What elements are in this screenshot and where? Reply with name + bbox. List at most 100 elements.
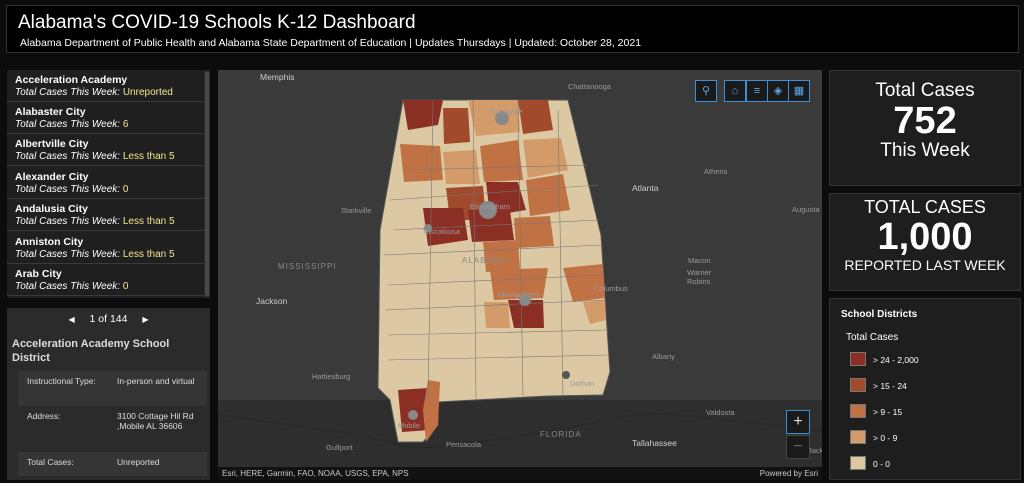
list-item[interactable]: Anniston City Total Cases This Week: Les… bbox=[7, 232, 204, 264]
map-canvas[interactable] bbox=[218, 70, 822, 480]
cases-value: Less than 5 bbox=[122, 249, 175, 260]
district-jackson[interactable] bbox=[518, 100, 553, 134]
cases-label: Total Cases This Week: bbox=[15, 216, 121, 227]
legend-swatch bbox=[850, 430, 866, 444]
map-label-tallahassee: Tallahassee bbox=[632, 438, 677, 448]
layers-icon[interactable]: ◈ bbox=[767, 80, 789, 102]
legend-label: > 24 - 2,000 bbox=[873, 355, 919, 365]
table-row: Address: 3100 Cottage Hil Rd ,Mobile AL … bbox=[18, 406, 207, 452]
search-icon[interactable]: ⚲ bbox=[695, 80, 717, 102]
legend-swatch bbox=[850, 352, 866, 366]
map-label-jack: Jack bbox=[808, 446, 822, 455]
legend-subtitle: Total Cases bbox=[846, 332, 899, 343]
district-cases: Total Cases This Week: Unreported bbox=[15, 87, 204, 98]
dashboard-subtitle: Alabama Department of Public Health and … bbox=[20, 37, 642, 49]
list-item[interactable]: Alabaster City Total Cases This Week: 6 bbox=[7, 102, 204, 134]
list-item[interactable]: Andalusia City Total Cases This Week: Le… bbox=[7, 199, 204, 231]
map-view[interactable]: Memphis Chattanooga Huntsville Atlanta A… bbox=[218, 70, 822, 480]
cases-label: Total Cases This Week: bbox=[15, 87, 121, 98]
list-scrollbar[interactable] bbox=[204, 70, 210, 298]
map-label-memphis: Memphis bbox=[260, 72, 295, 82]
district-tuscaloosa[interactable] bbox=[423, 208, 468, 246]
district-madison[interactable] bbox=[468, 100, 520, 136]
birmingham-urban bbox=[479, 201, 497, 219]
district-dekalb[interactable] bbox=[523, 138, 568, 178]
cases-label: Total Cases This Week: bbox=[15, 281, 121, 292]
legend-swatch bbox=[850, 456, 866, 470]
tuscaloosa-urban bbox=[424, 224, 432, 232]
district-lowndes[interactable] bbox=[484, 302, 510, 328]
district-jefferson[interactable] bbox=[468, 210, 514, 242]
district-baldwin[interactable] bbox=[423, 380, 440, 442]
district-cases: Total Cases This Week: 6 bbox=[15, 119, 204, 130]
home-icon[interactable]: ⌂ bbox=[724, 80, 746, 102]
district-russell[interactable] bbox=[583, 300, 606, 324]
map-label-valdosta: Valdosta bbox=[706, 408, 735, 417]
map-label-huntsville: Huntsville bbox=[490, 107, 523, 116]
table-row: Total Cases: Unreported bbox=[18, 452, 207, 476]
cases-label: Total Cases This Week: bbox=[15, 249, 121, 260]
legend-swatch bbox=[850, 378, 866, 392]
cases-value: Less than 5 bbox=[122, 216, 175, 227]
district-list: Acceleration Academy Total Cases This We… bbox=[7, 70, 210, 298]
prev-arrow-icon[interactable]: ◀ bbox=[68, 315, 75, 324]
map-label-athens: Athens bbox=[704, 167, 728, 176]
detail-key: Total Cases: bbox=[18, 452, 108, 476]
list-icon[interactable]: ≡ bbox=[746, 80, 768, 102]
kpi-week-title: Total Cases bbox=[875, 80, 975, 101]
mobile-urban bbox=[408, 410, 418, 420]
scrollbar-thumb[interactable] bbox=[205, 72, 209, 296]
district-cases: Total Cases This Week: Less than 5 bbox=[15, 216, 204, 227]
list-item[interactable]: Alexander City Total Cases This Week: 0 bbox=[7, 167, 204, 199]
district-cases: Total Cases This Week: Less than 5 bbox=[15, 151, 204, 162]
zoom-out-button[interactable]: − bbox=[786, 435, 810, 459]
map-label-gulfport: Gulfport bbox=[326, 443, 353, 452]
montgomery-urban bbox=[519, 294, 531, 306]
legend-label: > 0 - 9 bbox=[873, 433, 898, 443]
list-item[interactable]: Acceleration Academy Total Cases This We… bbox=[7, 70, 204, 102]
list-item[interactable]: Arab City Total Cases This Week: 0 bbox=[7, 264, 204, 296]
huntsville-urban bbox=[495, 111, 509, 125]
district-lawrence[interactable] bbox=[443, 150, 480, 184]
district-limestone[interactable] bbox=[443, 108, 470, 144]
map-label-birmingham: Birmingham bbox=[470, 202, 511, 211]
basemap-icon[interactable]: ▦ bbox=[788, 80, 810, 102]
district-autauga[interactable] bbox=[490, 268, 548, 300]
district-montgomery[interactable] bbox=[508, 300, 544, 328]
detail-key: Instructional Type: bbox=[18, 371, 108, 406]
district-shelby[interactable] bbox=[483, 240, 520, 272]
district-marshall[interactable] bbox=[480, 140, 523, 182]
kpi-week-card: Total Cases 752 This Week bbox=[829, 70, 1021, 186]
district-mobile[interactable] bbox=[398, 388, 430, 432]
powered-by-text[interactable]: Powered by Esri bbox=[759, 469, 818, 478]
legend-title: School Districts bbox=[841, 309, 918, 320]
attribution-text: Esri, HERE, Garmin, FAO, NOAA, USGS, EPA… bbox=[222, 469, 409, 478]
map-label-mobile: Mobile bbox=[398, 421, 421, 430]
cases-value: 0 bbox=[122, 281, 129, 292]
district-etowah[interactable] bbox=[526, 174, 570, 216]
list-item[interactable]: Albertville City Total Cases This Week: … bbox=[7, 134, 204, 166]
map-label-montgomery: Montgomery bbox=[498, 290, 540, 299]
cases-value: Less than 5 bbox=[122, 151, 175, 162]
district-name: Albertville City bbox=[15, 138, 89, 150]
kpi-week-caption: This Week bbox=[880, 140, 970, 161]
district-talladega[interactable] bbox=[514, 216, 554, 248]
legend-label: > 9 - 15 bbox=[873, 407, 903, 417]
district-name: Alexander City bbox=[15, 171, 89, 183]
next-arrow-icon[interactable]: ▶ bbox=[142, 315, 149, 324]
district-cases: Total Cases This Week: Less than 5 bbox=[15, 249, 204, 260]
cases-label: Total Cases This Week: bbox=[15, 184, 121, 195]
table-row: Instructional Type: In-person and virtua… bbox=[18, 371, 207, 406]
gulf-water bbox=[218, 400, 822, 480]
dashboard-header: Alabama's COVID-19 Schools K-12 Dashboar… bbox=[6, 5, 1019, 53]
kpi-last-title: TOTAL CASES bbox=[864, 197, 986, 217]
map-label-augusta: Augusta bbox=[792, 205, 820, 214]
coastline bbox=[218, 412, 822, 449]
zoom-in-button[interactable]: + bbox=[786, 410, 810, 434]
map-label-dothan: Dothan bbox=[570, 379, 595, 388]
legend-label: > 15 - 24 bbox=[873, 381, 907, 391]
district-lee[interactable] bbox=[563, 264, 605, 302]
district-franklin[interactable] bbox=[400, 144, 443, 182]
kpi-week-value: 752 bbox=[893, 100, 957, 142]
kpi-last-value: 1,000 bbox=[877, 216, 973, 258]
